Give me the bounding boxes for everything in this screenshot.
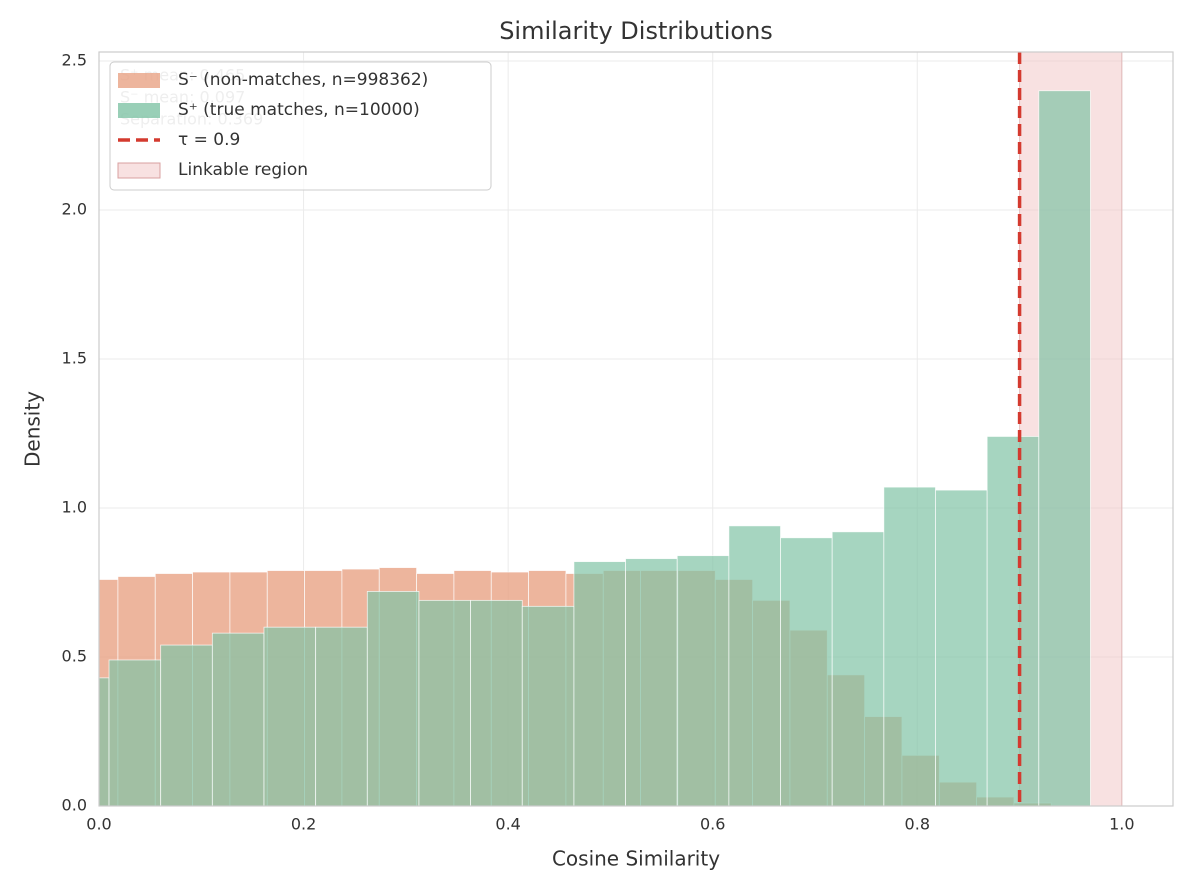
histogram-bar <box>625 558 678 806</box>
legend-label: Linkable region <box>178 160 308 180</box>
legend-label: S⁺ (true matches, n=10000) <box>178 100 420 120</box>
histogram-bar <box>573 561 626 806</box>
histogram-bar <box>263 626 317 806</box>
x-tick-label: 0.6 <box>700 815 725 834</box>
y-tick-label: 2.0 <box>62 199 87 218</box>
plot-frame <box>98 51 1174 807</box>
y-tick-label: 1.5 <box>62 348 87 367</box>
histogram-bar <box>831 531 885 806</box>
legend-label: S⁻ (non-matches, n=998362) <box>178 70 428 90</box>
legend-label: τ = 0.9 <box>178 130 240 150</box>
legend-swatch <box>118 73 160 88</box>
histogram-bar <box>676 555 730 806</box>
x-tick-label: 0.2 <box>291 815 316 834</box>
histogram-bar <box>315 626 368 806</box>
y-tick-label: 0.5 <box>62 646 87 665</box>
histogram-bar <box>883 486 936 806</box>
histogram-bar <box>1038 90 1091 806</box>
histogram-bar <box>418 599 472 806</box>
histogram-bar <box>211 632 265 806</box>
legend-swatch <box>118 103 160 118</box>
legend-box <box>109 61 492 191</box>
legend: S⁻ (non-matches, n=998362) S⁺ (true match… <box>109 61 492 191</box>
histogram-bar <box>366 591 420 806</box>
histogram-bar <box>986 436 1040 806</box>
histogram-bar <box>780 537 833 806</box>
x-tick-label: 0.0 <box>86 815 111 834</box>
y-tick-label: 1.0 <box>62 497 87 516</box>
histogram-bar <box>470 599 523 806</box>
y-tick-label: 2.5 <box>62 50 87 69</box>
histogram-bar <box>108 659 162 806</box>
histogram-bar <box>935 489 988 806</box>
y-tick-label: 0.0 <box>62 796 87 815</box>
histogram-bar <box>99 677 110 806</box>
ticks: 0.0 0.2 0.4 0.6 0.8 1.0 0.0 0.5 1.0 1.5 2.0 2.5 <box>62 50 1135 833</box>
x-tick-label: 0.4 <box>495 815 520 834</box>
histogram-bar <box>160 644 213 806</box>
x-tick-label: 1.0 <box>1109 815 1134 834</box>
histogram-bar <box>728 525 781 806</box>
y-axis-label: Density <box>21 391 45 467</box>
x-tick-label: 0.8 <box>905 815 930 834</box>
histogram-bar <box>521 605 575 806</box>
legend-swatch <box>117 162 161 179</box>
x-axis-label: Cosine Similarity <box>552 847 720 871</box>
chart-title: Similarity Distributions <box>499 17 773 45</box>
